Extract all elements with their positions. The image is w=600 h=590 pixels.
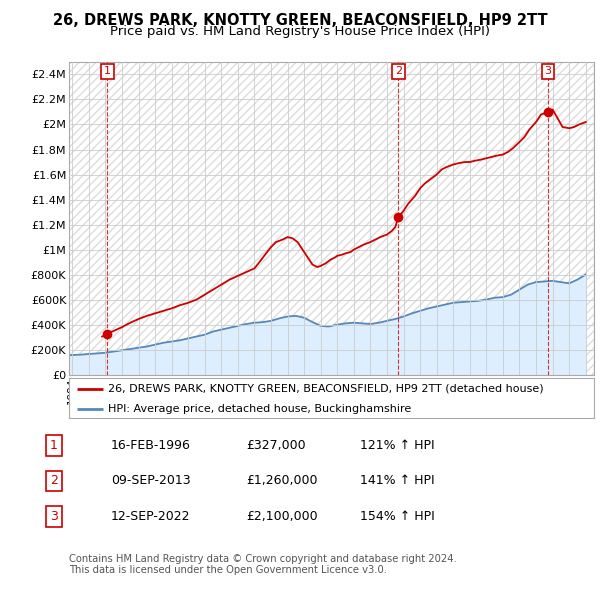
Text: 2: 2	[395, 66, 402, 76]
Text: 16-FEB-1996: 16-FEB-1996	[111, 439, 191, 452]
Text: 09-SEP-2013: 09-SEP-2013	[111, 474, 191, 487]
Text: 121% ↑ HPI: 121% ↑ HPI	[360, 439, 434, 452]
Text: Contains HM Land Registry data © Crown copyright and database right 2024.
This d: Contains HM Land Registry data © Crown c…	[69, 553, 457, 575]
Text: £327,000: £327,000	[246, 439, 305, 452]
Text: 3: 3	[544, 66, 551, 76]
Text: 1: 1	[50, 439, 58, 452]
Text: 26, DREWS PARK, KNOTTY GREEN, BEACONSFIELD, HP9 2TT: 26, DREWS PARK, KNOTTY GREEN, BEACONSFIE…	[53, 13, 547, 28]
Text: 3: 3	[50, 510, 58, 523]
Text: 154% ↑ HPI: 154% ↑ HPI	[360, 510, 435, 523]
Text: 26, DREWS PARK, KNOTTY GREEN, BEACONSFIELD, HP9 2TT (detached house): 26, DREWS PARK, KNOTTY GREEN, BEACONSFIE…	[109, 384, 544, 394]
Text: £1,260,000: £1,260,000	[246, 474, 317, 487]
Text: 2: 2	[50, 474, 58, 487]
Text: Price paid vs. HM Land Registry's House Price Index (HPI): Price paid vs. HM Land Registry's House …	[110, 25, 490, 38]
Text: £2,100,000: £2,100,000	[246, 510, 317, 523]
Text: 1: 1	[104, 66, 111, 76]
Text: 141% ↑ HPI: 141% ↑ HPI	[360, 474, 434, 487]
Text: 12-SEP-2022: 12-SEP-2022	[111, 510, 191, 523]
Text: HPI: Average price, detached house, Buckinghamshire: HPI: Average price, detached house, Buck…	[109, 404, 412, 414]
